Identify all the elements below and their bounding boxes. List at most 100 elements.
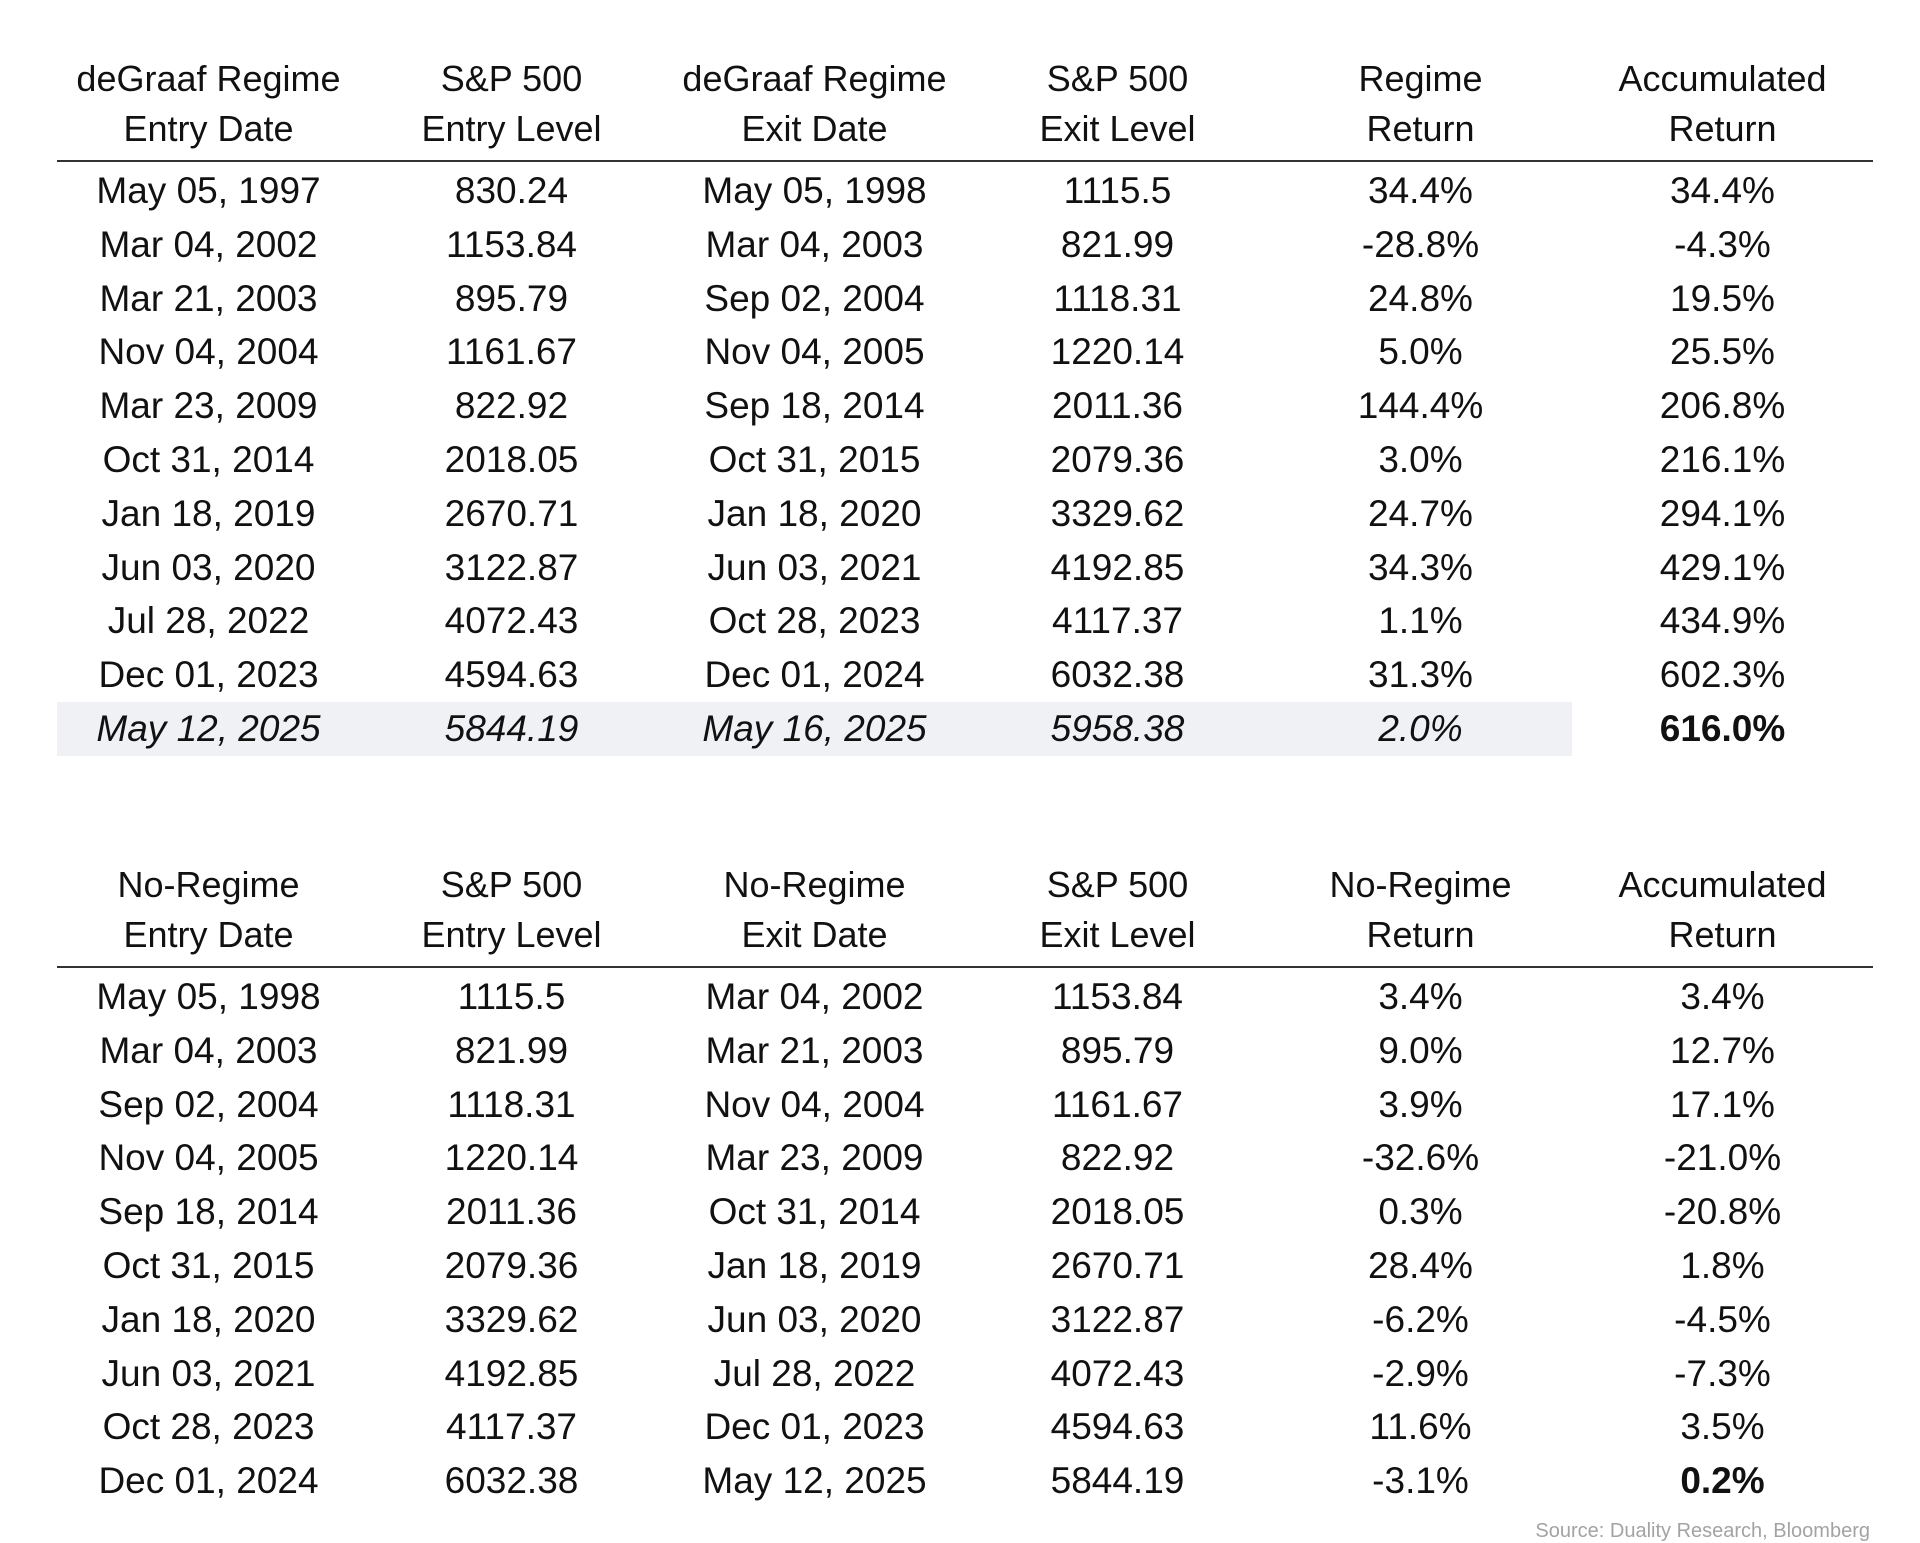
table-row: Mar 04, 2003 821.99 Mar 21, 2003 895.79 … <box>57 1024 1873 1078</box>
cell-accumulated-return: 294.1% <box>1659 492 1786 534</box>
cell-exit-level: 895.79 <box>1060 1029 1175 1071</box>
cell-exit-date: Oct 31, 2014 <box>708 1191 921 1233</box>
cell-accumulated-return: 429.1% <box>1659 546 1786 588</box>
table-row: Sep 18, 2014 2011.36 Oct 31, 2014 2018.0… <box>57 1185 1873 1239</box>
no-regime-table-block: No-Regime Entry Date S&P 500 Entry Level N… <box>57 856 1873 1508</box>
cell-entry-level: 1161.67 <box>446 331 577 373</box>
cell-entry-level: 5844.19 <box>360 701 663 756</box>
cell-entry-level: 6032.38 <box>444 1460 579 1502</box>
header-exit-date: No-Regime Exit Date <box>663 856 966 968</box>
cell-accumulated-return: 17.1% <box>1670 1083 1775 1125</box>
cell-entry-level: 3122.87 <box>444 546 579 588</box>
cell-return: -32.6% <box>1361 1137 1480 1179</box>
cell-exit-date: Mar 23, 2009 <box>705 1137 924 1179</box>
table-row: Oct 28, 2023 4117.37 Dec 01, 2023 4594.6… <box>57 1400 1873 1454</box>
cell-return: 0.3% <box>1378 1191 1463 1233</box>
cell-exit-date: Mar 04, 2003 <box>705 223 924 265</box>
cell-exit-level: 1153.84 <box>1052 976 1183 1017</box>
header-entry-date: deGraaf Regime Entry Date <box>57 50 360 162</box>
cell-entry-date: Jun 03, 2021 <box>101 1352 316 1394</box>
cell-exit-level: 6032.38 <box>1050 654 1185 696</box>
cell-accumulated-return: -20.8% <box>1663 1191 1782 1233</box>
cell-exit-date: Jan 18, 2020 <box>707 492 922 534</box>
table-row: Nov 04, 2005 1220.14 Mar 23, 2009 822.92… <box>57 1131 1873 1185</box>
cell-return: 11.6% <box>1369 1406 1472 1448</box>
cell-exit-date: Jun 03, 2020 <box>707 1298 922 1340</box>
cell-entry-level: 821.99 <box>454 1029 569 1071</box>
cell-return: -3.1% <box>1372 1460 1469 1502</box>
table-row: Jul 28, 2022 4072.43 Oct 28, 2023 4117.3… <box>57 594 1873 648</box>
cell-exit-level: 821.99 <box>1060 223 1175 265</box>
cell-entry-date: Dec 01, 2023 <box>98 654 319 696</box>
cell-return: -6.2% <box>1372 1298 1469 1340</box>
cell-entry-level: 2018.05 <box>444 438 579 480</box>
cell-return: -2.9% <box>1372 1352 1469 1394</box>
header-exit-date: deGraaf Regime Exit Date <box>663 50 966 162</box>
cell-return: 24.7% <box>1368 492 1473 534</box>
cell-return: 3.0% <box>1378 438 1463 480</box>
cell-entry-date: Oct 28, 2023 <box>102 1406 315 1448</box>
cell-return: 9.0% <box>1378 1029 1463 1071</box>
table-row: Jun 03, 2020 3122.87 Jun 03, 2021 4192.8… <box>57 541 1873 595</box>
cell-entry-level: 2011.36 <box>446 1191 577 1233</box>
cell-entry-date: Jan 18, 2020 <box>101 1298 316 1340</box>
cell-entry-level: 830.24 <box>454 170 569 211</box>
cell-entry-level: 4117.37 <box>446 1406 577 1448</box>
cell-entry-date: Nov 04, 2005 <box>98 1137 319 1179</box>
cell-exit-date: Jun 03, 2021 <box>707 546 922 588</box>
cell-return: 5.0% <box>1378 331 1463 373</box>
cell-entry-level: 1118.31 <box>447 1083 576 1125</box>
cell-accumulated-return: 434.9% <box>1659 600 1786 642</box>
cell-exit-level: 822.92 <box>1060 1137 1175 1179</box>
cell-exit-date: Nov 04, 2005 <box>704 331 925 373</box>
cell-accumulated-return: 3.4% <box>1680 976 1765 1017</box>
cell-entry-date: Oct 31, 2015 <box>102 1244 315 1286</box>
cell-exit-level: 4072.43 <box>1050 1352 1185 1394</box>
cell-return: 31.3% <box>1368 654 1473 696</box>
cell-accumulated-return: 25.5% <box>1670 331 1775 373</box>
cell-exit-date: May 12, 2025 <box>702 1460 927 1502</box>
total-accumulated-return: 0.2% <box>1680 1460 1765 1502</box>
no-regime-header-row: No-Regime Entry Date S&P 500 Entry Level N… <box>57 856 1873 968</box>
table-row: Oct 31, 2014 2018.05 Oct 31, 2015 2079.3… <box>57 433 1873 487</box>
cell-exit-level: 1118.31 <box>1053 277 1182 319</box>
cell-return: 24.8% <box>1368 277 1473 319</box>
cell-entry-date: Jun 03, 2020 <box>101 546 316 588</box>
cell-entry-level: 2670.71 <box>444 492 579 534</box>
cell-exit-date: May 16, 2025 <box>663 701 966 756</box>
cell-exit-date: Oct 28, 2023 <box>708 600 921 642</box>
cell-accumulated-return: -21.0% <box>1663 1137 1782 1179</box>
cell-exit-level: 1161.67 <box>1052 1083 1183 1125</box>
cell-entry-level: 822.92 <box>454 385 569 427</box>
cell-return: 34.4% <box>1368 170 1473 211</box>
cell-entry-date: Mar 21, 2003 <box>99 277 318 319</box>
table-row: Oct 31, 2015 2079.36 Jan 18, 2019 2670.7… <box>57 1239 1873 1293</box>
cell-exit-date: Mar 21, 2003 <box>705 1029 924 1071</box>
header-regime-return: Regime Return <box>1269 50 1572 162</box>
regime-header-row: deGraaf Regime Entry Date S&P 500 Entry Le… <box>57 50 1873 162</box>
table-row: Jan 18, 2020 3329.62 Jun 03, 2020 3122.8… <box>57 1293 1873 1347</box>
source-note: Source: Duality Research, Bloomberg <box>1535 1520 1870 1542</box>
header-exit-level: S&P 500 Exit Level <box>966 50 1269 162</box>
table-row: Mar 04, 2002 1153.84 Mar 04, 2003 821.99… <box>57 218 1873 272</box>
cell-entry-date: Mar 23, 2009 <box>99 385 318 427</box>
header-exit-level: S&P 500 Exit Level <box>966 856 1269 968</box>
cell-entry-level: 1220.14 <box>444 1137 579 1179</box>
cell-exit-level: 3329.62 <box>1050 492 1185 534</box>
cell-exit-date: Mar 04, 2002 <box>705 976 924 1017</box>
cell-return: 3.4% <box>1378 976 1463 1017</box>
cell-accumulated-return: 216.1% <box>1659 438 1786 480</box>
cell-entry-level: 2079.36 <box>444 1244 579 1286</box>
cell-entry-date: Nov 04, 2004 <box>98 331 319 373</box>
cell-entry-date: May 05, 1998 <box>96 976 321 1017</box>
table-row: Jun 03, 2021 4192.85 Jul 28, 2022 4072.4… <box>57 1347 1873 1401</box>
cell-return: 28.4% <box>1368 1244 1473 1286</box>
header-accumulated-return: Accumulated Return <box>1572 50 1873 162</box>
cell-entry-level: 4072.43 <box>444 600 579 642</box>
cell-exit-level: 1115.5 <box>1063 170 1172 211</box>
cell-entry-level: 1115.5 <box>457 976 566 1017</box>
cell-entry-date: Jul 28, 2022 <box>107 600 310 642</box>
cell-entry-date: May 12, 2025 <box>57 701 360 756</box>
cell-accumulated-return: 34.4% <box>1670 170 1775 211</box>
cell-return: -28.8% <box>1361 223 1480 265</box>
